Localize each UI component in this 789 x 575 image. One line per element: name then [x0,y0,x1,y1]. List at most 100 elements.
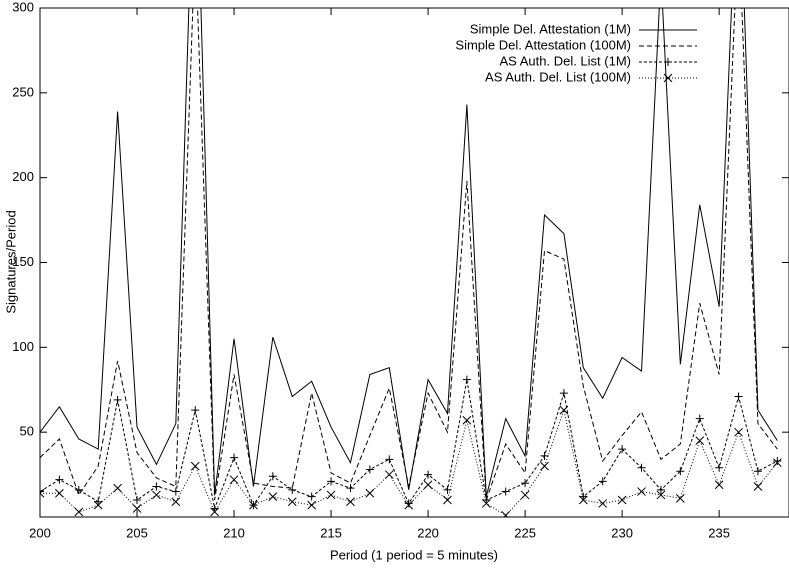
y-tick-label: 200 [12,169,34,184]
marker [501,510,511,517]
marker [773,458,782,468]
marker [93,500,103,510]
x-tick-label: 225 [514,525,536,540]
marker [443,495,452,505]
marker [287,497,297,507]
marker [559,389,568,398]
marker [734,427,743,437]
y-tick-label: 50 [20,424,34,439]
marker [327,477,336,486]
marker [171,487,180,496]
legend-label: Simple Del. Attestation (1M) [470,21,631,36]
marker [540,461,549,471]
marker [637,463,646,472]
marker [663,73,673,83]
marker [424,470,433,479]
marker [55,475,64,484]
marker [481,499,491,508]
legend-label: AS Auth. Del. List (100M) [485,69,631,84]
marker [695,414,704,423]
marker [559,405,569,415]
marker [676,467,685,476]
marker [249,500,258,510]
marker [384,470,394,479]
x-axis-label: Period (1 period = 5 minutes) [330,547,498,562]
marker [521,479,530,488]
marker [617,495,627,505]
marker [113,395,122,404]
marker [520,490,530,500]
marker [462,415,472,425]
marker [152,490,161,500]
marker [695,436,705,446]
marker [578,495,588,505]
x-tick-label: 205 [126,525,148,540]
legend-label: Simple Del. Attestation (100M) [455,37,631,52]
marker [74,507,84,517]
marker [133,496,142,505]
y-tick-label: 150 [12,254,34,269]
marker [404,500,414,510]
marker [171,497,181,507]
marker [268,472,277,481]
y-axis-label: Signatures/Period [3,210,18,313]
x-tick-label: 235 [708,525,730,540]
marker [191,406,200,415]
marker [326,490,336,500]
marker [753,482,763,491]
x-tick-label: 215 [320,525,342,540]
marker [55,488,64,498]
marker [656,485,665,494]
marker [365,488,375,498]
x-tick-label: 210 [223,525,245,540]
marker [210,507,219,517]
marker [637,487,646,496]
legend-label: AS Auth. Del. List (1M) [500,53,632,68]
marker [230,453,239,462]
marker [113,483,122,493]
series-line [40,8,778,497]
marker [675,493,685,503]
marker [346,497,355,507]
marker [656,490,666,500]
marker [462,375,471,384]
marker [229,475,239,485]
x-tick-label: 220 [417,525,439,540]
marker [598,477,607,486]
marker [423,480,433,490]
marker [540,451,549,460]
marker [734,392,743,401]
marker [190,461,200,471]
marker [268,492,278,501]
marker [307,500,317,510]
marker [288,485,297,494]
marker [307,492,316,501]
x-tick-label: 200 [29,525,51,540]
plot-frame [39,7,789,518]
series-line [40,8,778,501]
marker [40,487,44,496]
marker [94,497,103,506]
marker [664,58,672,66]
marker [365,465,374,474]
marker [152,482,161,491]
plot-area [40,8,782,517]
y-tick-label: 300 [12,0,34,14]
marker [773,457,782,466]
y-tick-label: 250 [12,84,34,99]
marker [618,445,627,454]
marker [753,467,762,476]
y-tick-label: 100 [12,339,34,354]
marker [598,499,608,508]
marker [132,504,142,513]
marker [40,488,45,498]
marker [501,487,510,496]
marker [404,499,413,508]
marker [715,463,724,472]
marker [714,480,724,490]
marker [74,485,83,494]
marker [346,484,355,493]
x-tick-label: 230 [611,525,633,540]
marker [385,455,394,464]
